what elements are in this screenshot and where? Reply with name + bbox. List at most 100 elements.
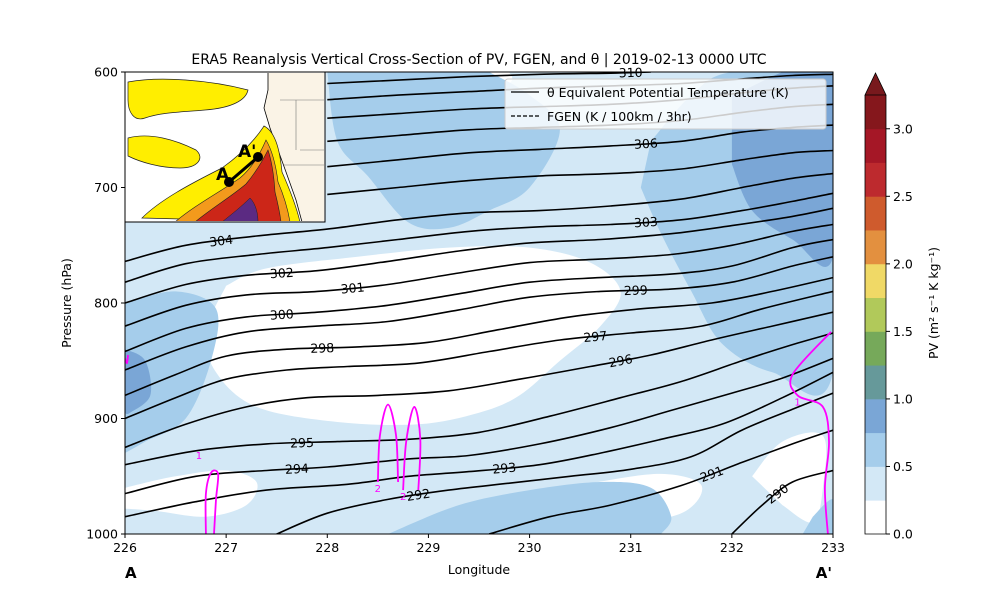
pv-region-3 — [125, 470, 258, 517]
colorbar-frame — [864, 95, 887, 535]
inset-map-land — [263, 73, 324, 221]
theta-contour-303 — [125, 192, 833, 283]
x-tick-label-232: 232 — [720, 540, 744, 555]
legend-fgen-label: FGEN (K / 100km / 3hr) — [547, 109, 692, 124]
y-tick-label-600: 600 — [94, 65, 118, 80]
y-tick-label-700: 700 — [94, 180, 118, 195]
theta-contour-label-302: 302 — [269, 265, 294, 282]
colorbar-segment-1 — [865, 466, 886, 501]
endpoint-label-start: A — [125, 564, 137, 582]
colorbar-segment-3 — [865, 398, 886, 434]
colorbar-tick-label-4: 2.0 — [893, 256, 913, 271]
theta-contour-293 — [125, 371, 833, 518]
pv-region-6 — [125, 291, 219, 454]
pv-region-5 — [752, 432, 827, 523]
colorbar-segment-6 — [865, 297, 886, 332]
theta-contour-300 — [125, 238, 833, 353]
endpoint-label-end: A' — [816, 564, 832, 582]
theta-contour-296 — [125, 311, 833, 449]
x-axis-label: Longitude — [448, 562, 510, 577]
inset-map-cross-section-line — [228, 155, 259, 184]
inset-map-purple-field — [222, 197, 259, 221]
inset-map-label-a-prime: A' — [238, 142, 256, 162]
pv-region-11 — [388, 481, 672, 534]
x-tick-label-227: 227 — [214, 540, 238, 555]
theta-contour-label-301: 301 — [340, 279, 365, 296]
colorbar-segment-11 — [865, 128, 886, 163]
x-tick-label-229: 229 — [416, 540, 440, 555]
legend-theta-label: θ Equivalent Potential Temperature (K) — [547, 85, 789, 100]
chart-title: ERA5 Reanalysis Vertical Cross-Section o… — [191, 52, 766, 68]
theta-contour-label-296: 296 — [607, 351, 633, 370]
theta-contour-label-294: 294 — [285, 461, 310, 477]
theta-contour-291 — [488, 429, 833, 534]
x-axis: 226 227 228 229 230 231 232 233 — [113, 534, 845, 555]
theta-contour-310 — [327, 72, 651, 85]
colorbar-segment-9 — [865, 196, 886, 231]
fgen-contour-2 — [402, 405, 422, 491]
theta-contour-label-297: 297 — [583, 328, 608, 345]
colorbar-extend-arrow — [864, 72, 887, 96]
colorbar-tick-label-2: 1.0 — [893, 391, 913, 406]
inset-map-borders — [280, 99, 324, 166]
theta-contour-294 — [125, 357, 833, 495]
legend: θ Equivalent Potential Temperature (K) F… — [504, 78, 827, 130]
colorbar-tick-label-6: 3.0 — [893, 121, 913, 136]
x-tick-label-226: 226 — [113, 540, 137, 555]
theta-contour-label-304: 304 — [208, 232, 234, 250]
pv-region-7 — [125, 349, 152, 414]
inset-map-red-field — [195, 149, 282, 221]
theta-contour-labels: 2902912922932942952962972982993003013023… — [208, 65, 791, 507]
theta-contour-label-299: 299 — [624, 282, 648, 298]
x-tick-label-228: 228 — [315, 540, 339, 555]
y-axis-label: Pressure (hPa) — [59, 258, 74, 348]
colorbar-tick-label-5: 2.5 — [893, 189, 913, 204]
theta-contour-label-293: 293 — [492, 460, 517, 477]
inset-map-label-a: A — [216, 165, 230, 185]
pv-region-8 — [327, 72, 560, 230]
theta-contour-304 — [125, 172, 833, 263]
colorbar-segment-7 — [865, 263, 886, 299]
theta-contour-label-292: 292 — [405, 486, 431, 504]
inset-map-point-a-prime — [253, 152, 263, 162]
y-axis: 600 700 800 900 1000 — [86, 65, 125, 542]
colorbar-segment-4 — [865, 365, 886, 400]
theta-contour-label-300: 300 — [269, 306, 294, 323]
x-tick-label-230: 230 — [518, 540, 542, 555]
fgen-contour-label-3: 1 — [794, 397, 800, 408]
colorbar-label: PV (m² s⁻¹ K kg⁻¹) — [926, 247, 941, 359]
colorbar-tick-label-1: 0.5 — [893, 459, 913, 474]
theta-contour-299 — [125, 256, 833, 371]
fgen-contour-0 — [204, 469, 220, 534]
fgen-contour-label-1: 2 — [375, 484, 381, 495]
legend-box — [504, 78, 827, 130]
y-tick-label-900: 900 — [94, 411, 118, 426]
colorbar-segment-2 — [865, 432, 886, 467]
colorbar-segment-5 — [865, 331, 886, 366]
theta-contour-label-306: 306 — [633, 135, 658, 152]
theta-contour-298 — [125, 276, 833, 397]
theta-contour-295 — [125, 332, 833, 466]
y-tick-label-1000: 1000 — [86, 527, 118, 542]
theta-contour-label-303: 303 — [633, 214, 658, 231]
theta-contour-297 — [125, 290, 833, 420]
inset-map: A A' — [124, 71, 326, 223]
fgen-contour-label-0: 1 — [196, 451, 202, 462]
theta-contour-292 — [276, 392, 833, 534]
theta-contour-label-298: 298 — [310, 340, 334, 356]
colorbar-tick-label-0: 0.0 — [893, 527, 913, 542]
colorbar: 0.0 0.5 1.0 1.5 2.0 2.5 3.0 — [864, 72, 913, 542]
colorbar-tick-label-3: 1.5 — [893, 324, 913, 339]
x-tick-label-233: 233 — [821, 540, 845, 555]
fgen-contour-1 — [377, 403, 399, 483]
plot-area: 2902912922932942952962972982993003013023… — [124, 65, 834, 535]
theta-contour-label-310: 310 — [619, 65, 643, 81]
theta-contour-label-295: 295 — [290, 435, 314, 451]
theta-contour-290 — [731, 469, 833, 534]
fgen-contour-labels: 1 2 2 1 — [196, 397, 801, 503]
colorbar-segment-12 — [865, 95, 886, 130]
colorbar-segment-10 — [865, 162, 886, 197]
theta-contour-305 — [327, 149, 833, 196]
x-tick-label-231: 231 — [619, 540, 643, 555]
